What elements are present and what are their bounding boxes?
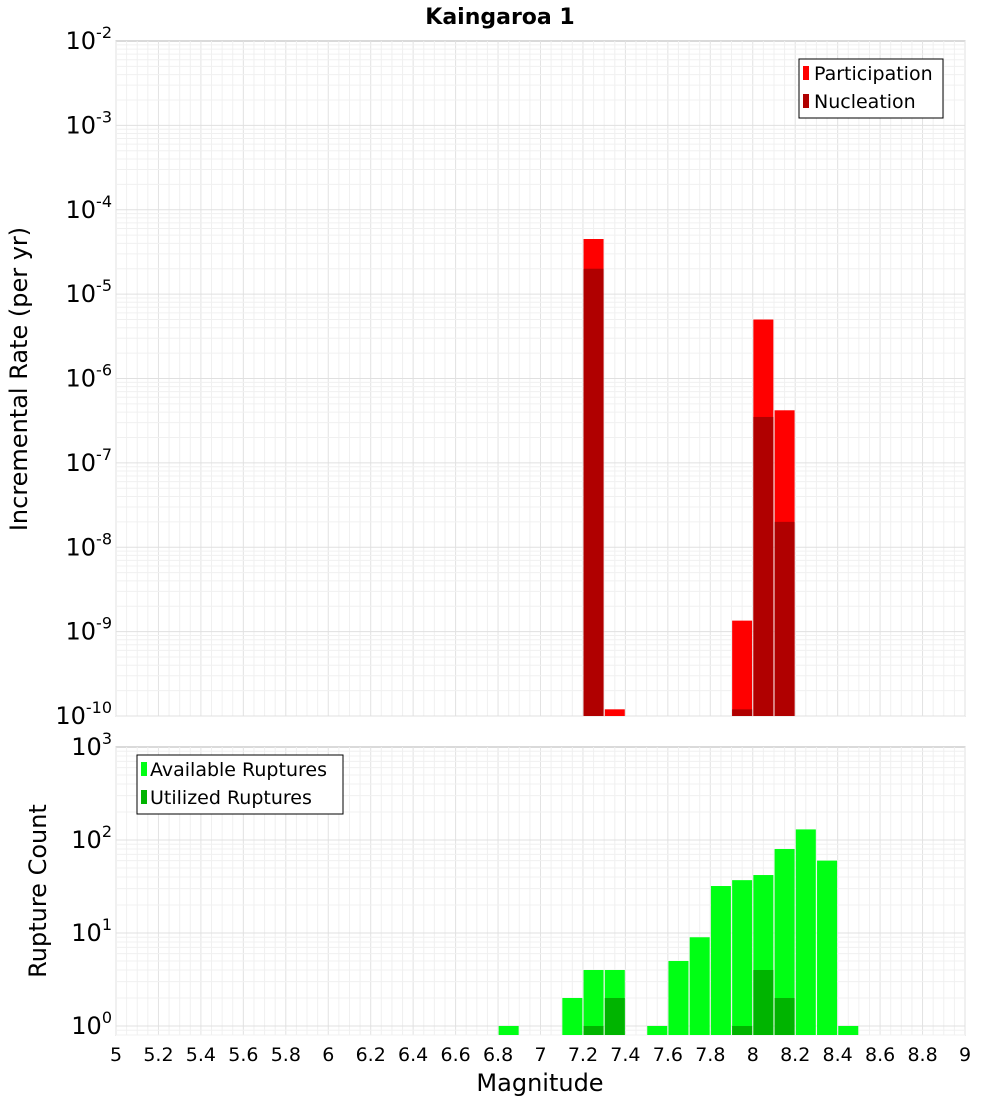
x-tick-label: 6.4	[398, 1044, 428, 1066]
legend-swatch-utilized	[141, 790, 147, 804]
x-tick-label: 6.2	[356, 1044, 386, 1066]
y-tick-label: 100	[71, 1008, 112, 1040]
bottom-y-axis-label: Rupture Count	[24, 804, 52, 978]
x-tick-label: 8.4	[823, 1044, 853, 1066]
bar-utilized	[774, 997, 795, 1035]
x-tick-label: 8	[747, 1044, 759, 1066]
x-tick-label: 7.2	[568, 1044, 598, 1066]
x-tick-label: 5	[110, 1044, 122, 1066]
top-y-axis-label: Incremental Rate (per yr)	[5, 227, 33, 531]
x-tick-label: 7	[534, 1044, 546, 1066]
y-tick-label: 10-7	[66, 445, 113, 477]
bottom-legend-box	[136, 754, 344, 815]
legend-label-available: Available Ruptures	[150, 759, 327, 781]
bar-utilized	[604, 997, 625, 1035]
x-tick-label: 6.6	[440, 1044, 470, 1066]
y-tick-label: 10-6	[66, 361, 113, 393]
x-tick-label: 7.4	[610, 1044, 640, 1066]
bar-nucleation	[583, 268, 604, 716]
x-tick-label: 7.8	[695, 1044, 725, 1066]
bottom-panel: 100 101 102 103 5 5.2 5.4 5.6 5.8 6 6.2 6.4 6.6 6.8 7…	[24, 729, 971, 1097]
y-tick-label: 10-9	[66, 614, 113, 646]
bar-available	[668, 960, 689, 1035]
bar-available	[710, 886, 731, 1035]
top-y-tick-labels: 10-10 10-9 10-8 10-7 10-6 10-5 10-4 10-3 10-2	[55, 23, 112, 730]
bar-nucleation	[732, 709, 753, 716]
bar-available	[817, 860, 838, 1035]
bar-available	[498, 1025, 519, 1035]
legend-swatch-participation	[803, 66, 809, 80]
y-tick-label: 101	[71, 915, 112, 947]
y-tick-label: 103	[71, 729, 112, 761]
x-tick-label: 5.8	[271, 1044, 301, 1066]
bar-available	[732, 880, 753, 1035]
chart-title: Kaingaroa 1	[425, 5, 574, 30]
x-tick-label: 8.2	[780, 1044, 810, 1066]
top-bars	[583, 239, 795, 716]
bar-available	[583, 969, 604, 1035]
x-tick-label: 8.8	[907, 1044, 937, 1066]
x-tick-label: 5.4	[186, 1044, 216, 1066]
x-tick-labels: 5 5.2 5.4 5.6 5.8 6 6.2 6.4 6.6 6.8 7 7.2 7.4 7.6 7.8 8…	[110, 1044, 971, 1066]
top-legend: Participation Nucleation	[798, 58, 944, 119]
bar-utilized	[583, 1025, 604, 1035]
y-tick-label: 10-4	[66, 192, 113, 224]
x-tick-label: 6	[322, 1044, 334, 1066]
legend-swatch-available	[141, 762, 147, 776]
bar-available	[838, 1025, 859, 1035]
bar-participation	[604, 709, 625, 716]
y-tick-label: 10-2	[66, 23, 113, 55]
y-tick-label: 10-3	[66, 107, 113, 139]
bar-utilized	[753, 969, 774, 1035]
y-tick-label: 10-10	[55, 698, 112, 730]
x-tick-label: 5.6	[228, 1044, 258, 1066]
bar-nucleation	[753, 416, 774, 716]
bar-available	[562, 997, 583, 1035]
legend-label-participation: Participation	[814, 63, 933, 85]
x-axis-label: Magnitude	[476, 1069, 603, 1097]
top-legend-box	[798, 58, 944, 119]
legend-label-utilized: Utilized Ruptures	[150, 787, 312, 809]
y-tick-label: 10-5	[66, 276, 113, 308]
bar-utilized	[732, 1025, 753, 1035]
bar-participation	[732, 620, 753, 716]
y-tick-label: 10-8	[66, 529, 113, 561]
bar-available	[689, 937, 710, 1035]
x-tick-label: 9	[959, 1044, 971, 1066]
legend-label-nucleation: Nucleation	[814, 91, 916, 113]
bar-available	[774, 849, 795, 1035]
bottom-y-tick-labels: 100 101 102 103	[71, 729, 112, 1040]
x-tick-label: 8.6	[865, 1044, 895, 1066]
top-grid	[115, 41, 966, 717]
bottom-legend: Available Ruptures Utilized Ruptures	[136, 754, 344, 815]
x-tick-label: 5.2	[143, 1044, 173, 1066]
x-tick-label: 7.6	[653, 1044, 683, 1066]
bar-available	[795, 829, 816, 1035]
bottom-bars	[498, 829, 859, 1035]
y-tick-label: 102	[71, 822, 112, 854]
bar-nucleation	[774, 521, 795, 716]
top-panel: 10-10 10-9 10-8 10-7 10-6 10-5 10-4 10-3 10-2 In…	[5, 23, 966, 730]
bar-available	[647, 1025, 668, 1035]
legend-swatch-nucleation	[803, 94, 809, 108]
x-tick-label: 6.8	[483, 1044, 513, 1066]
